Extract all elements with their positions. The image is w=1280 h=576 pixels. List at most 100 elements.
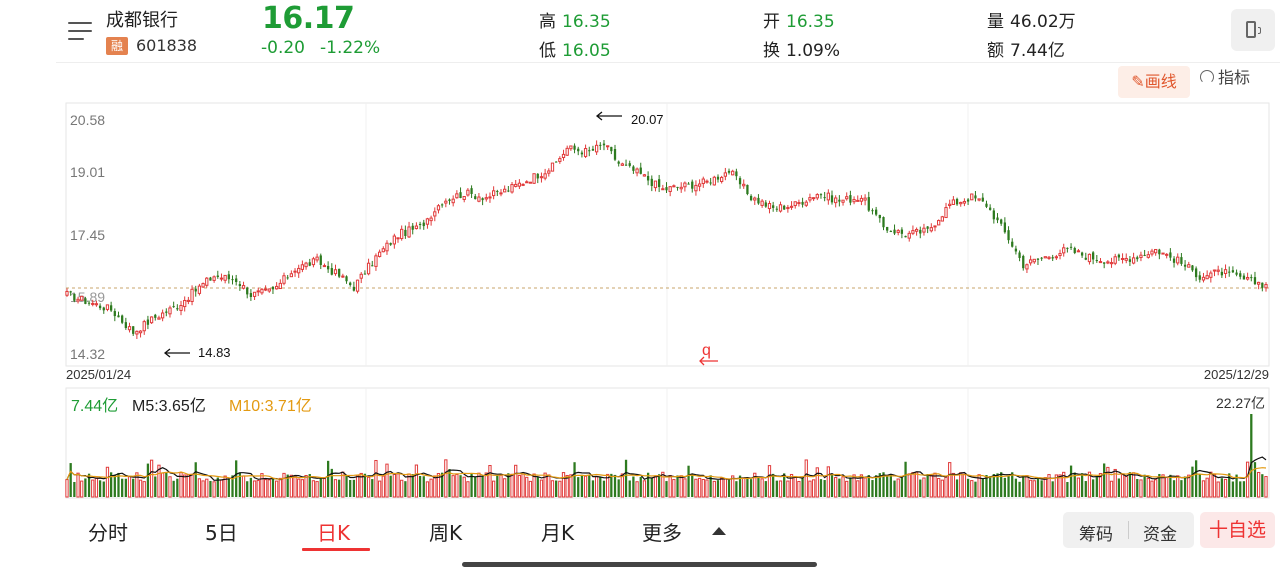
candle-body <box>558 158 562 162</box>
candle-body <box>411 225 414 230</box>
volume-bar <box>1220 478 1224 497</box>
volume-bar <box>252 480 257 498</box>
volume-bar <box>900 477 904 497</box>
candle-body <box>1076 250 1081 253</box>
candle-body <box>878 214 881 219</box>
candle-body <box>349 282 352 286</box>
candle-body <box>160 312 165 319</box>
volume-bar <box>517 475 522 498</box>
volume-bar <box>830 474 834 497</box>
tab-monthly-k[interactable]: 月K <box>541 521 575 545</box>
candle-body <box>333 269 338 275</box>
candle-body <box>679 186 683 190</box>
volume-bar <box>418 475 422 497</box>
candle-body <box>377 251 382 257</box>
volume-bar <box>959 472 963 498</box>
candle-body <box>1250 277 1253 279</box>
candle-body <box>1194 268 1198 278</box>
candle-body <box>772 205 775 208</box>
volume-bar <box>1194 460 1198 497</box>
volume-bar <box>617 479 620 497</box>
candle-body <box>793 201 797 207</box>
candle-body <box>219 277 224 280</box>
candle-body <box>624 164 628 166</box>
chips-button[interactable]: 筹码 <box>1079 525 1113 545</box>
home-indicator[interactable] <box>462 562 817 567</box>
candle-body <box>757 197 760 204</box>
candle-body <box>727 170 731 173</box>
volume-bar <box>1040 480 1043 497</box>
cursor-marker-arrow <box>699 356 705 366</box>
volume-bar <box>1087 471 1092 498</box>
tab-more[interactable]: 更多 <box>642 521 682 545</box>
tab-5day[interactable]: 5日 <box>205 521 238 545</box>
candle-body <box>319 255 322 265</box>
volume-bar <box>448 469 451 497</box>
candle-body <box>186 299 191 302</box>
tab-intraday[interactable]: 分时 <box>88 521 128 545</box>
volume-bar <box>330 468 333 497</box>
volume-bar <box>907 473 911 498</box>
menu-button[interactable] <box>68 20 96 42</box>
candle-body <box>366 262 371 275</box>
volume-bar <box>914 471 919 498</box>
funds-button[interactable]: 资金 <box>1143 525 1177 545</box>
volume-bar <box>474 476 477 497</box>
candle-body <box>474 196 477 200</box>
volume-bar <box>326 460 330 497</box>
candle-body <box>183 300 187 308</box>
volume-bar <box>628 480 631 497</box>
volume-bar <box>389 475 392 497</box>
volume-bar <box>1191 466 1194 497</box>
candle-body <box>1028 259 1033 264</box>
candle-body <box>1187 264 1191 268</box>
add-favorite-button[interactable]: 十自选 <box>1200 512 1275 548</box>
candle-body <box>1165 253 1169 256</box>
candle-body <box>1073 248 1076 253</box>
candle-body <box>109 305 113 311</box>
indicator-button[interactable]: 指标 <box>1200 68 1250 88</box>
volume-bar <box>404 481 407 497</box>
candle-body <box>235 278 238 283</box>
caret-up-icon[interactable] <box>712 527 726 535</box>
candle-body <box>1150 250 1154 255</box>
volume-bar <box>970 480 974 498</box>
volume-bar <box>231 475 234 497</box>
candle-body <box>658 179 661 188</box>
stat-low: 低 16.05 <box>539 36 611 61</box>
volume-bar <box>804 459 808 498</box>
volume-bar <box>676 475 679 497</box>
candle-body <box>676 186 679 188</box>
volume-bar <box>510 473 514 498</box>
volume-bar <box>1058 474 1062 498</box>
chips-funds-group: 筹码 资金 <box>1063 512 1194 548</box>
candle-body <box>907 232 911 239</box>
candle-body <box>746 184 749 195</box>
volume-bar <box>1109 480 1114 498</box>
candle-body <box>610 146 613 152</box>
volume-bar <box>871 480 874 497</box>
candle-body <box>528 181 533 184</box>
tab-daily-k[interactable]: 日K <box>317 521 351 545</box>
volume-bar <box>1103 463 1106 497</box>
volume-bar <box>588 474 591 497</box>
volume-bar <box>1120 474 1125 498</box>
candle-body <box>789 205 794 208</box>
candle-body <box>642 174 647 177</box>
candle-body <box>448 199 451 201</box>
candle-body <box>194 288 197 292</box>
volume-bar <box>691 473 694 497</box>
candle-body <box>355 279 360 292</box>
landscape-toggle-button[interactable] <box>1231 9 1275 51</box>
candle-body <box>974 195 977 199</box>
candle-body <box>293 270 297 273</box>
volume-ma5-label: M5:3.65亿 <box>132 397 206 415</box>
volume-bar <box>1124 476 1128 498</box>
candle-body <box>687 183 690 185</box>
volume-bar <box>550 480 555 498</box>
candle-body <box>308 262 311 266</box>
draw-line-button[interactable]: ✎画线 <box>1118 66 1190 98</box>
tab-weekly-k[interactable]: 周K <box>429 521 463 545</box>
volume-bar <box>929 474 933 498</box>
